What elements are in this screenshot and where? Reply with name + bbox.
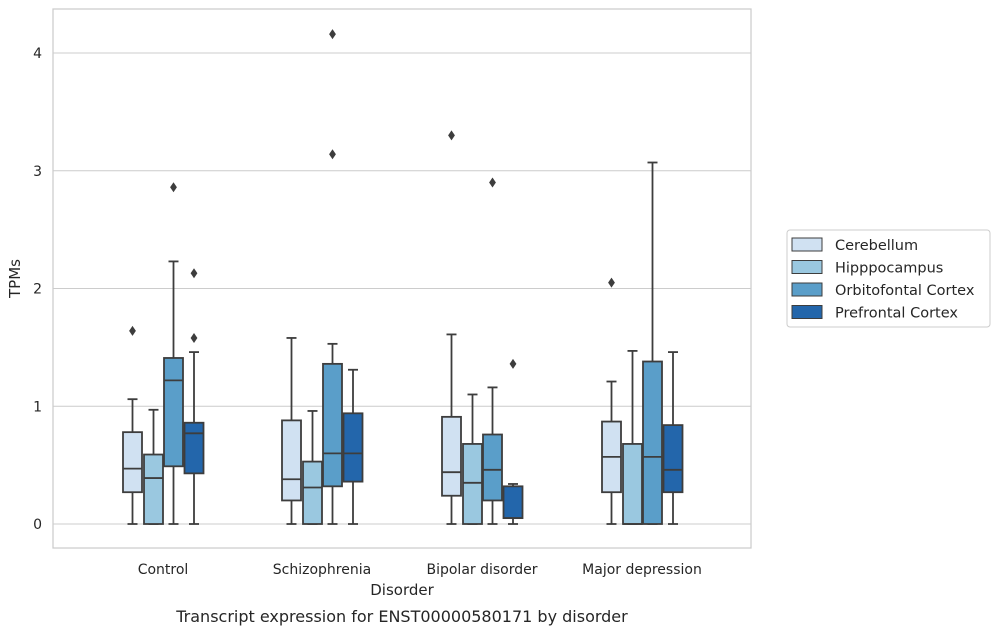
x-tick-label: Bipolar disorder [426, 562, 537, 578]
box-Hipppocampus-Bipolar disorder [462, 393, 483, 525]
box-Orbitofontal Cortex-Control [163, 182, 184, 525]
outlier-point [329, 29, 336, 40]
outlier-point [509, 358, 517, 369]
legend-label: Cerebellum [835, 238, 918, 254]
x-axis-title: Disorder [370, 581, 434, 599]
legend-label: Hipppocampus [835, 261, 943, 277]
box-Prefrontal Cortex-Control [183, 268, 205, 525]
x-tick-label: Major depression [582, 562, 702, 578]
legend: Cerebellum Hipppocampus Orbitofontal Corte… [786, 229, 991, 328]
outlier-point [129, 325, 136, 336]
y-tick-labels: 0 1 2 3 4 [33, 46, 42, 533]
legend-swatch [791, 237, 823, 252]
box-body [662, 424, 684, 494]
box-Prefrontal Cortex-Schizophrenia [342, 368, 364, 525]
box-Cerebellum-Bipolar disorder [441, 130, 462, 525]
box-Hipppocampus-Major depression [622, 350, 643, 525]
box-Hipppocampus-Control [143, 408, 164, 525]
boxes [122, 29, 684, 525]
y-tick-label-0: 0 [33, 517, 42, 533]
box-body [183, 421, 205, 475]
box-body [642, 360, 663, 525]
box-Orbitofontal Cortex-Bipolar disorder [482, 177, 503, 525]
outlier-point [190, 268, 198, 279]
box-Cerebellum-Schizophrenia [281, 337, 302, 525]
box-body [482, 433, 503, 502]
box-Prefrontal Cortex-Major depression [662, 351, 684, 525]
x-tick-labels: Control Schizophrenia Bipolar disorder Majo… [138, 562, 702, 578]
box-Cerebellum-Major depression [601, 277, 622, 525]
box-Orbitofontal Cortex-Schizophrenia [322, 29, 343, 525]
plot-frame [52, 8, 752, 549]
y-tick-label-4: 4 [33, 46, 42, 62]
y-axis-title: TPMs [6, 259, 24, 299]
legend-frame [786, 229, 991, 328]
legend-swatch [791, 260, 823, 274]
box-body [441, 415, 462, 497]
legend-swatch [791, 282, 823, 297]
box-Hipppocampus-Schizophrenia [302, 410, 323, 525]
box-Orbitofontal Cortex-Major depression [642, 161, 663, 525]
box-body [302, 460, 323, 525]
legend-label: Prefrontal Cortex [835, 306, 958, 322]
legend-label: Orbitofontal Cortex [835, 283, 975, 299]
box-body [163, 357, 184, 468]
outlier-point [608, 277, 615, 288]
box-body [462, 443, 483, 525]
chart-caption: Transcript expression for ENST0000058017… [175, 607, 628, 626]
box-body [622, 443, 643, 525]
box-body [502, 485, 524, 520]
box-Cerebellum-Control [122, 325, 143, 525]
outlier-point [190, 332, 198, 343]
y-tick-label-2: 2 [33, 282, 42, 298]
x-tick-label: Control [138, 562, 189, 578]
box-body [143, 453, 164, 525]
x-tick-label: Schizophrenia [273, 562, 371, 578]
box-body [342, 412, 364, 483]
legend-swatch [791, 305, 823, 319]
box-body [322, 362, 343, 488]
y-tick-label-1: 1 [33, 399, 42, 415]
y-tick-label-3: 3 [33, 164, 42, 180]
outlier-point [448, 130, 455, 141]
outlier-point [489, 177, 496, 188]
outlier-point [170, 182, 177, 193]
outlier-point [329, 149, 336, 160]
box-body [122, 431, 143, 494]
box-Prefrontal Cortex-Bipolar disorder [502, 358, 524, 525]
box-body [281, 419, 302, 502]
